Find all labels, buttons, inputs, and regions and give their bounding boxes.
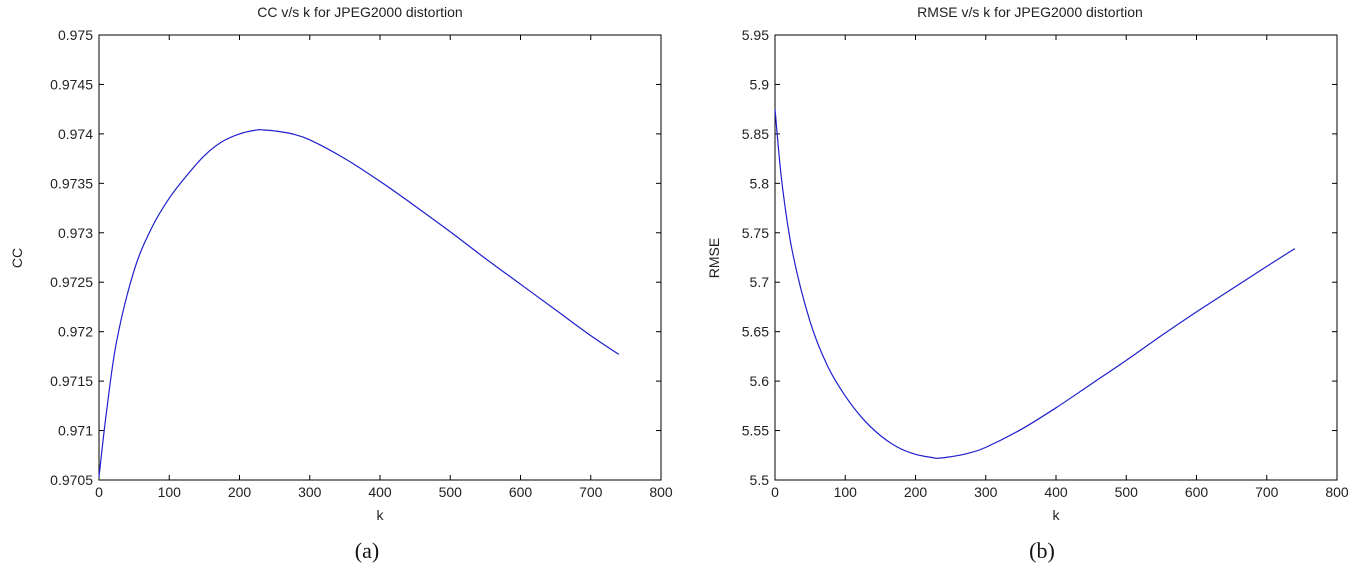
y-tick-label: 5.85	[742, 126, 769, 142]
y-tick-label: 0.974	[58, 126, 93, 142]
y-tick-label: 5.9	[750, 76, 770, 92]
x-tick-label: 700	[579, 484, 603, 500]
y-tick-label: 5.65	[742, 324, 769, 340]
y-tick-label: 0.972	[58, 324, 93, 340]
x-tick-label: 800	[1325, 484, 1349, 500]
y-tick-label: 0.9735	[50, 175, 93, 191]
y-tick-label: 5.75	[742, 225, 769, 241]
x-tick-label: 800	[649, 484, 673, 500]
x-tick-label: 300	[974, 484, 998, 500]
x-tick-label: 400	[368, 484, 392, 500]
y-axis-label: CC	[9, 248, 25, 268]
x-tick-label: 200	[228, 484, 252, 500]
x-tick-label: 0	[771, 484, 779, 500]
x-tick-label: 100	[834, 484, 858, 500]
chart-panel-rmse: RMSE v/s k for JPEG2000 distortion 0 100 2…	[706, 4, 1349, 563]
series-line	[774, 109, 1296, 459]
y-axis: 0.9705 0.971 0.9715 0.972 0.9725 0.973 0.9735 0…	[50, 27, 661, 488]
x-tick-label: 0	[95, 484, 103, 500]
y-axis-label: RMSE	[706, 238, 722, 278]
y-tick-label: 0.9745	[50, 76, 93, 92]
chart-title: RMSE v/s k for JPEG2000 distortion	[917, 4, 1143, 20]
chart-title: CC v/s k for JPEG2000 distortion	[257, 4, 462, 20]
y-tick-label: 5.95	[742, 27, 769, 43]
y-tick-label: 0.9715	[50, 373, 93, 389]
x-axis-label: k	[1053, 507, 1061, 523]
x-tick-label: 500	[439, 484, 463, 500]
x-axis: 0 100 200 300 400 500 600 700 800	[771, 35, 1349, 500]
panel-caption: (b)	[1029, 538, 1055, 563]
y-tick-label: 5.7	[750, 274, 770, 290]
y-tick-label: 0.971	[58, 423, 93, 439]
plot-frame	[774, 34, 1338, 481]
x-tick-label: 500	[1115, 484, 1139, 500]
y-tick-label: 5.8	[750, 175, 770, 191]
y-tick-label: 0.975	[58, 27, 93, 43]
plot-frame	[98, 34, 662, 481]
y-tick-label: 0.9705	[50, 472, 93, 488]
y-tick-label: 0.973	[58, 225, 93, 241]
x-tick-label: 600	[509, 484, 533, 500]
y-tick-label: 0.9725	[50, 274, 93, 290]
y-tick-label: 5.6	[750, 373, 770, 389]
x-tick-label: 200	[904, 484, 928, 500]
y-tick-label: 5.55	[742, 423, 769, 439]
x-tick-label: 700	[1255, 484, 1279, 500]
x-axis-label: k	[377, 507, 385, 523]
y-axis: 5.5 5.55 5.6 5.65 5.7 5.75 5.8 5.85 5.9 5.95	[742, 27, 1337, 488]
panel-caption: (a)	[355, 538, 379, 563]
x-tick-label: 400	[1044, 484, 1068, 500]
x-tick-label: 100	[158, 484, 182, 500]
chart-panel-cc: CC v/s k for JPEG2000 distortion 0 100 200…	[9, 4, 673, 563]
series-line	[98, 128, 620, 478]
x-tick-label: 600	[1185, 484, 1209, 500]
y-tick-label: 5.5	[750, 472, 770, 488]
x-tick-label: 300	[298, 484, 322, 500]
x-axis: 0 100 200 300 400 500 600 700 800	[95, 35, 673, 500]
